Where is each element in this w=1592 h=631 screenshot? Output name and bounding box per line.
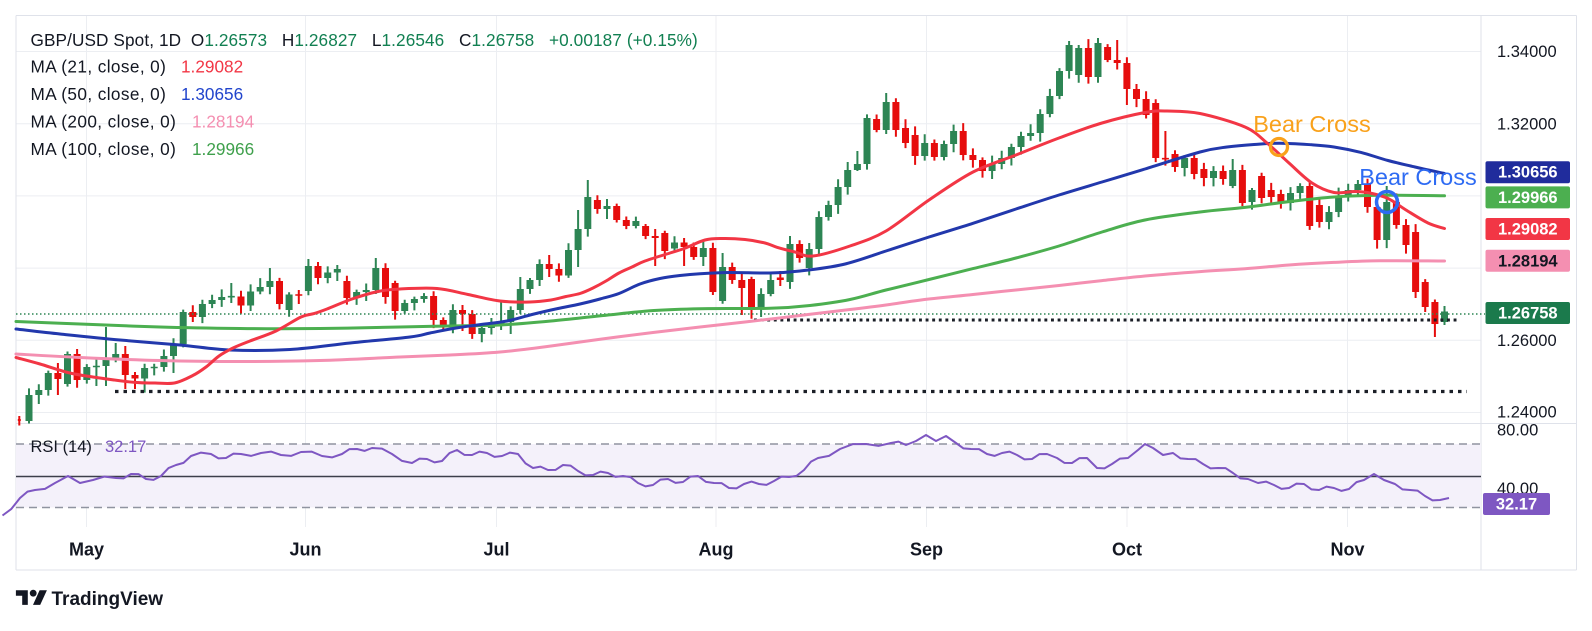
svg-text:1.24000: 1.24000: [1497, 404, 1557, 422]
svg-text:1.32000: 1.32000: [1497, 115, 1557, 133]
svg-text:Oct: Oct: [1112, 540, 1142, 560]
svg-text:RSI (14): RSI (14): [31, 438, 92, 456]
svg-text:32.17: 32.17: [105, 438, 146, 456]
svg-text:MA (200, close, 0): MA (200, close, 0): [31, 112, 177, 132]
svg-text:GBP/USD Spot, 1D O1.26573 H: GBP/USD Spot, 1D O1.26573 H1.26827 L1.26…: [31, 30, 698, 50]
svg-text:Aug: Aug: [699, 540, 734, 560]
svg-text:1.26000: 1.26000: [1497, 332, 1557, 350]
svg-text:80.00: 80.00: [1497, 421, 1538, 439]
svg-text:TradingView: TradingView: [52, 589, 164, 610]
svg-text:1.34000: 1.34000: [1497, 43, 1557, 61]
svg-text:MA (50, close, 0): MA (50, close, 0): [31, 84, 167, 104]
svg-text:1.29082: 1.29082: [181, 57, 243, 77]
svg-text:MA (100, close, 0): MA (100, close, 0): [31, 139, 177, 159]
svg-text:32.17: 32.17: [1496, 496, 1537, 514]
svg-text:MA (21, close, 0): MA (21, close, 0): [31, 57, 167, 77]
svg-text:Nov: Nov: [1330, 540, 1364, 560]
svg-text:Jul: Jul: [483, 540, 509, 560]
svg-text:1.30656: 1.30656: [1498, 164, 1558, 182]
svg-text:Sep: Sep: [910, 540, 943, 560]
svg-text:1.29966: 1.29966: [1498, 189, 1558, 207]
svg-text:May: May: [69, 540, 104, 560]
svg-text:1.26758: 1.26758: [1498, 305, 1558, 323]
svg-text:1.30656: 1.30656: [181, 84, 243, 104]
svg-text:1.28194: 1.28194: [192, 112, 255, 132]
svg-text:1.29966: 1.29966: [192, 139, 254, 159]
svg-text:Bear Cross: Bear Cross: [1253, 111, 1371, 137]
svg-text:Bear Cross: Bear Cross: [1359, 164, 1477, 190]
svg-text:Jun: Jun: [289, 540, 321, 560]
svg-text:1.29082: 1.29082: [1498, 221, 1558, 239]
svg-text:1.28194: 1.28194: [1498, 252, 1558, 270]
